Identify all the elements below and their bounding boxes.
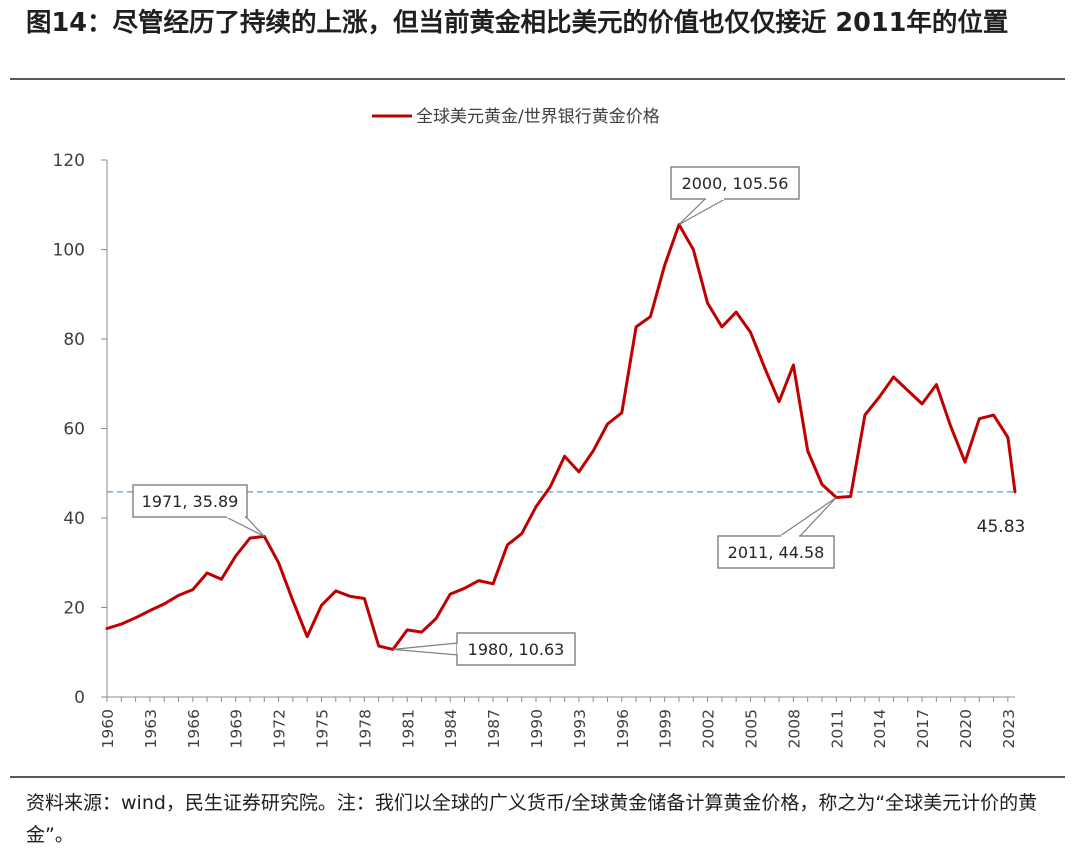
callout-box xyxy=(456,632,576,666)
source-divider xyxy=(10,776,1065,778)
callout-box xyxy=(670,166,800,200)
x-tick-label: 1966 xyxy=(185,709,203,748)
callout-box xyxy=(717,535,835,569)
x-tick-label: 2020 xyxy=(957,709,975,748)
x-tick-label: 1978 xyxy=(356,709,374,748)
callout-label: 1980, 10.63 xyxy=(468,640,565,659)
x-tick-label: 1981 xyxy=(399,709,417,748)
callout-label: 1971, 35.89 xyxy=(142,492,239,511)
y-axis: 0 20 40 60 80 100 120 xyxy=(53,151,108,708)
series-line xyxy=(105,223,1017,651)
title-divider xyxy=(10,78,1065,80)
y-tick-label: 120 xyxy=(53,151,85,171)
callout-pointer xyxy=(778,497,837,537)
figure-title: 图14：尽管经历了持续的上涨，但当前黄金相比美元的价值也仅仅接近 2011年的位… xyxy=(26,8,1009,38)
annotation-callout: 2000, 105.56 xyxy=(670,166,800,226)
callout-label: 2000, 105.56 xyxy=(682,174,789,193)
x-tick-label: 1963 xyxy=(142,709,160,748)
x-tick-label: 2005 xyxy=(742,709,760,748)
y-tick-label: 80 xyxy=(63,330,85,350)
x-tick-label: 2008 xyxy=(785,709,803,748)
annotation-layer: 1971, 35.89 1980, 10.63 2000, 105.56 2011, … xyxy=(132,166,1026,666)
annotation-callout: 1971, 35.89 xyxy=(132,484,265,537)
chart-legend: 全球美元黄金/世界银行黄金价格 xyxy=(372,107,660,127)
y-tick-label: 0 xyxy=(74,688,85,708)
callout-pointer xyxy=(678,198,728,226)
y-tick-label: 40 xyxy=(63,509,85,529)
legend-label: 全球美元黄金/世界银行黄金价格 xyxy=(416,107,660,127)
x-tick-label: 1987 xyxy=(485,709,503,748)
series-layer xyxy=(105,223,1017,651)
x-tick-label: 1990 xyxy=(528,709,546,748)
callout-box xyxy=(132,484,248,518)
x-tick-label: 1975 xyxy=(313,709,331,748)
x-tick-label: 1996 xyxy=(614,709,632,748)
x-tick-label: 2002 xyxy=(700,709,718,748)
x-tick-label: 1999 xyxy=(657,709,675,748)
x-tick-label: 1960 xyxy=(99,709,117,748)
x-tick-label: 2014 xyxy=(871,709,889,748)
x-tick-label: 1972 xyxy=(271,709,289,748)
x-tick-label: 2017 xyxy=(914,709,932,748)
x-tick-label: 1969 xyxy=(228,709,246,748)
y-tick-label: 60 xyxy=(63,420,85,440)
x-tick-label: 1984 xyxy=(442,709,460,748)
x-axis: 1960 1963 1966 1969 1972 1975 1978 1981 1984 1987… xyxy=(99,696,1018,748)
end-value-label: 45.83 xyxy=(977,517,1026,537)
x-tick-label: 2023 xyxy=(1000,709,1018,748)
gold-ratio-line-chart: 全球美元黄金/世界银行黄金价格 0 20 40 60 80 100 120 1960 1963… xyxy=(53,107,1026,748)
callout-pointer xyxy=(225,516,265,537)
annotation-callout: 2011, 44.58 xyxy=(717,497,837,569)
y-tick-label: 100 xyxy=(53,241,85,261)
x-tick-label: 2011 xyxy=(828,709,846,748)
callout-pointer xyxy=(392,642,459,656)
annotation-callout: 1980, 10.63 xyxy=(392,632,576,666)
y-tick-label: 20 xyxy=(63,599,85,619)
callout-label: 2011, 44.58 xyxy=(728,543,825,562)
source-note: 资料来源：wind，民生证券研究院。注：我们以全球的广义货币/全球黄金储备计算黄… xyxy=(26,792,1038,846)
x-tick-label: 1993 xyxy=(571,709,589,748)
